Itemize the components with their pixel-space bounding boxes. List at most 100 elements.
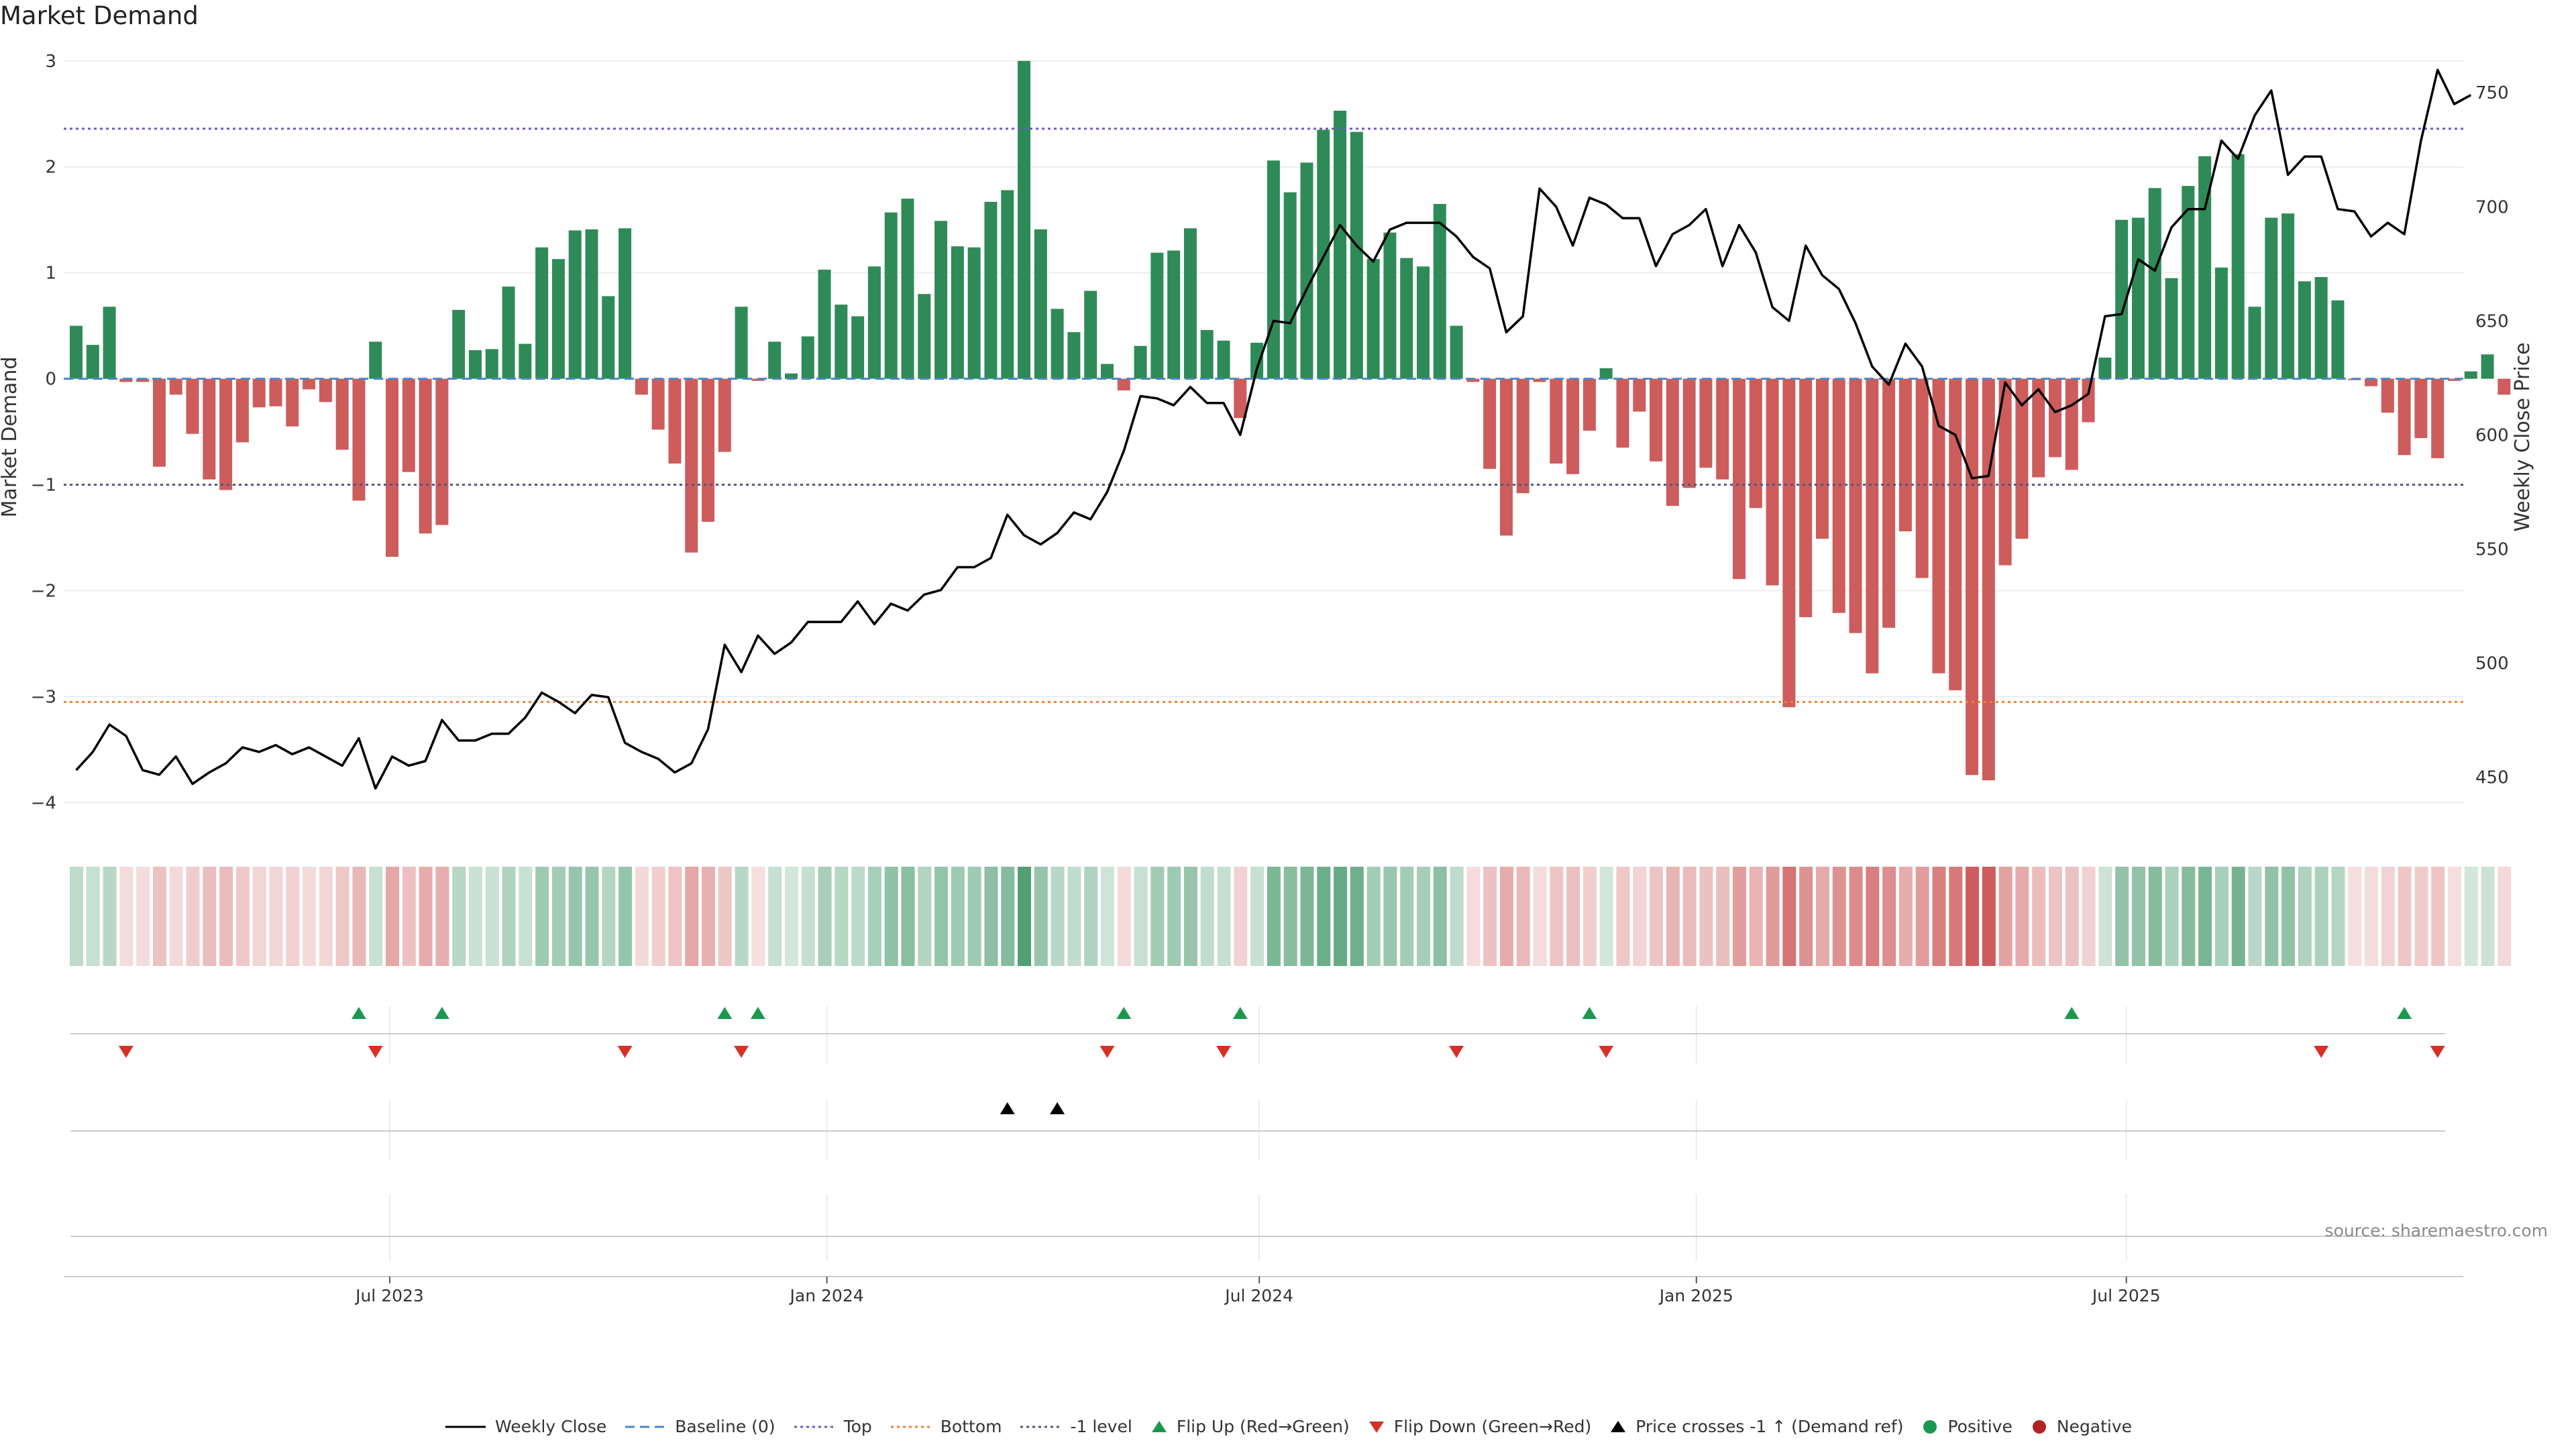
demand-heat-cell bbox=[2314, 867, 2328, 966]
demand-bar bbox=[1650, 378, 1663, 462]
demand-heat-cell bbox=[2464, 867, 2478, 966]
flip-down-marker bbox=[734, 1046, 749, 1058]
legend-item: Price crosses -1 ↑ (Demand ref) bbox=[1609, 1417, 1903, 1436]
demand-heat-cell bbox=[1350, 867, 1364, 966]
demand-bar bbox=[1966, 378, 1979, 775]
demand-bar bbox=[1001, 190, 1014, 379]
demand-heat-cell bbox=[1782, 867, 1796, 966]
demand-heat-cell bbox=[485, 867, 499, 966]
demand-heat-cell bbox=[918, 867, 932, 966]
demand-bar bbox=[651, 378, 665, 430]
demand-heat-cell bbox=[901, 867, 915, 966]
demand-heat-cell bbox=[535, 867, 549, 966]
demand-bar bbox=[934, 221, 948, 379]
legend-label: Flip Down (Green→Red) bbox=[1393, 1417, 1592, 1436]
demand-bar bbox=[1599, 368, 1613, 379]
demand-bar bbox=[2481, 354, 2494, 379]
demand-heat-cell bbox=[1283, 867, 1297, 966]
demand-heat-cell bbox=[70, 867, 83, 966]
demand-bar bbox=[119, 378, 133, 382]
demand-bar bbox=[2365, 378, 2378, 386]
demand-bars bbox=[70, 60, 2511, 781]
demand-bar bbox=[619, 228, 632, 379]
demand-bar bbox=[2231, 154, 2245, 379]
demand-bar bbox=[784, 373, 798, 379]
legend-item: Flip Down (Green→Red) bbox=[1367, 1417, 1592, 1436]
demand-bar bbox=[1616, 378, 1629, 448]
demand-heat-cell bbox=[1067, 867, 1081, 966]
price-cross-marker bbox=[1000, 1102, 1015, 1114]
flip-up-marker bbox=[1582, 1007, 1597, 1019]
demand-bar bbox=[419, 378, 432, 534]
demand-bar bbox=[2098, 358, 2112, 379]
demand-bar bbox=[1582, 378, 1596, 431]
demand-bar bbox=[452, 309, 466, 379]
legend-item: Negative bbox=[2030, 1417, 2132, 1436]
demand-heat-cell bbox=[2431, 867, 2445, 966]
demand-heat-cell bbox=[103, 867, 117, 966]
y-tick-label: 3 bbox=[45, 52, 56, 72]
demand-bar bbox=[702, 378, 715, 522]
demand-bar bbox=[2131, 217, 2145, 379]
demand-heat-cell bbox=[2398, 867, 2412, 966]
demand-heat-cell bbox=[252, 867, 266, 966]
demand-heat-cell bbox=[718, 867, 732, 966]
demand-heat-cell bbox=[651, 867, 665, 966]
x-tick-label: Jan 2024 bbox=[789, 1286, 864, 1305]
demand-bar bbox=[1051, 309, 1064, 379]
demand-bar bbox=[2298, 281, 2311, 379]
demand-bar bbox=[2464, 371, 2477, 379]
demand-bar bbox=[1466, 378, 1480, 382]
demand-bar bbox=[818, 269, 831, 379]
demand-heat-cell bbox=[1533, 867, 1547, 966]
demand-heat-cell bbox=[1949, 867, 1963, 966]
price-line bbox=[75, 68, 2472, 790]
demand-bar bbox=[1566, 378, 1580, 474]
demand-heat-cell bbox=[452, 867, 466, 966]
demand-bar bbox=[1117, 378, 1130, 391]
demand-bar bbox=[219, 378, 233, 490]
demand-bar bbox=[1949, 378, 1962, 690]
demand-heat-cell bbox=[635, 867, 649, 966]
demand-heat-cell bbox=[1300, 867, 1314, 966]
demand-bar bbox=[751, 378, 765, 381]
demand-heat-cell bbox=[1117, 867, 1131, 966]
demand-bar bbox=[1533, 378, 1546, 382]
demand-heat-cell bbox=[386, 867, 400, 966]
flip-down-marker bbox=[1099, 1046, 1115, 1058]
demand-bar bbox=[2314, 277, 2328, 379]
demand-bar bbox=[1666, 378, 1679, 506]
y2-tick-label: 750 bbox=[2475, 83, 2509, 103]
price-line-group bbox=[75, 68, 2472, 790]
legend-dot-swatch bbox=[1923, 1419, 1937, 1434]
demand-heat-cell bbox=[1932, 867, 1946, 966]
x-tick-label: Jan 2025 bbox=[1658, 1286, 1733, 1305]
demand-heat-cell bbox=[2231, 867, 2245, 966]
demand-bar bbox=[801, 336, 814, 379]
demand-heat-cell bbox=[2365, 867, 2379, 966]
flip-down-marker bbox=[368, 1046, 383, 1058]
demand-bar bbox=[319, 378, 332, 402]
demand-heat-cell bbox=[2248, 867, 2262, 966]
legend-label: Flip Up (Red→Green) bbox=[1176, 1417, 1350, 1436]
demand-bar bbox=[2082, 378, 2095, 423]
legend: Weekly Close Baseline (0) Top Bottom -1 leve… bbox=[0, 1417, 2576, 1436]
demand-heat-cell bbox=[1650, 867, 1664, 966]
demand-heat-cell bbox=[801, 867, 815, 966]
demand-heat-cell bbox=[1682, 867, 1697, 966]
demand-heat-cell bbox=[1250, 867, 1265, 966]
demand-heat-cell bbox=[1400, 867, 1414, 966]
demand-bar bbox=[1334, 111, 1347, 379]
chart-title: Market Demand bbox=[0, 1, 199, 30]
demand-heat-cell bbox=[1716, 867, 1730, 966]
demand-bar bbox=[1633, 378, 1646, 412]
demand-heat-cell bbox=[186, 867, 200, 966]
demand-heat-cell bbox=[1167, 867, 1181, 966]
demand-heat-cell bbox=[2447, 867, 2461, 966]
demand-heat-cell bbox=[519, 867, 533, 966]
demand-bar bbox=[2248, 307, 2261, 379]
demand-bar bbox=[2115, 219, 2129, 379]
flip-down-marker bbox=[1599, 1046, 1614, 1058]
demand-heat-cell bbox=[1499, 867, 1513, 966]
